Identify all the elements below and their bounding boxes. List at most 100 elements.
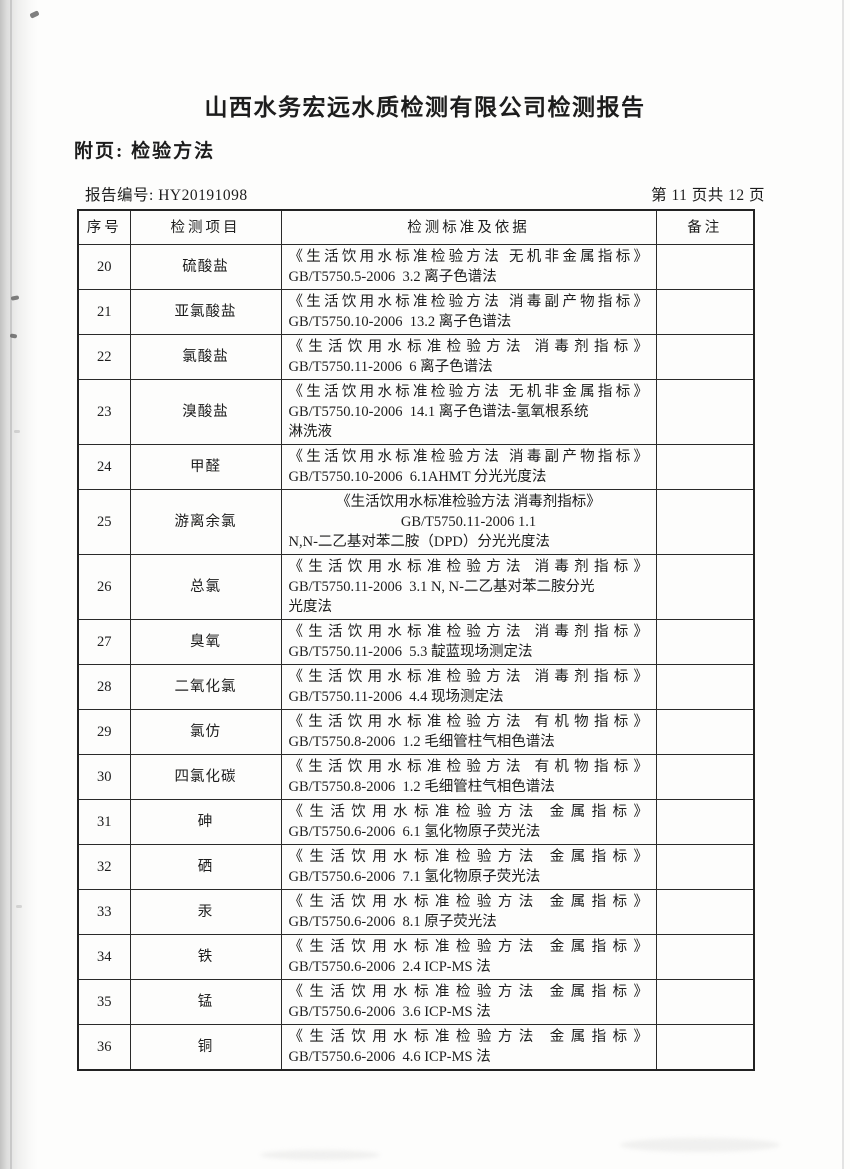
row-remark (655, 489, 755, 555)
row-test-item: 游离余氯 (129, 489, 282, 555)
row-test-standard: 《生活饮用水标准检验方法 消毒剂指标》 GB/T5750.11-2006 4.4 … (280, 664, 657, 710)
row-test-item: 四氯化碳 (129, 754, 282, 800)
standard-method-line: GB/T5750.8-2006 1.2 毛细管柱气相色谱法 (288, 779, 555, 795)
row-test-item: 臭氧 (129, 619, 282, 665)
row-serial-number: 36 (77, 1024, 131, 1071)
standard-method-line: GB/T5750.6-2006 7.1 氢化物原子荧光法 (288, 869, 541, 885)
table-row: 30 四氯化碳 《生活饮用水标准检验方法 有机物指标》 GB/T5750.8-20… (77, 754, 755, 800)
row-test-standard: 《生活饮用水标准检验方法 有机物指标》 GB/T5750.8-2006 1.2 毛… (280, 709, 657, 755)
row-test-item: 甲醛 (129, 444, 282, 490)
table-row: 20 硫酸盐 《生活饮用水标准检验方法 无机非金属指标》 GB/T5750.5-2… (77, 244, 755, 290)
row-serial-number: 28 (77, 664, 131, 710)
row-remark (655, 289, 755, 335)
standard-method-line: 《生活饮用水标准检验方法 消毒副产物指标》 (288, 294, 649, 310)
row-test-item: 总氯 (129, 554, 282, 620)
row-remark (655, 754, 755, 800)
standard-method-line: 《生活饮用水标准检验方法 有机物指标》 (288, 714, 649, 730)
appendix-subtitle: 附页: 检验方法 (74, 141, 216, 162)
page-title: 山西水务宏远水质检测有限公司检测报告 (204, 95, 646, 120)
row-test-standard: 《生活饮用水标准检验方法 消毒剂指标》 GB/T5750.11-2006 5.3 … (280, 619, 657, 665)
standard-method-line: 《生活饮用水标准检验方法 金属指标》 (288, 1029, 649, 1045)
row-test-item: 砷 (129, 799, 282, 845)
row-test-item: 汞 (129, 889, 282, 935)
row-test-item: 氯仿 (129, 709, 282, 755)
standard-method-line: GB/T5750.5-2006 3.2 离子色谱法 (288, 269, 497, 285)
row-serial-number: 27 (77, 619, 131, 665)
standard-method-line: GB/T5750.11-2006 3.1 N, N-二乙基对苯二胺分光 (288, 579, 595, 595)
row-remark (655, 844, 755, 890)
row-remark (655, 1024, 755, 1071)
standard-method-line: GB/T5750.6-2006 2.4 ICP-MS 法 (288, 959, 491, 975)
standard-method-line: N,N-二乙基对苯二胺（DPD）分光光度法 (288, 534, 550, 550)
report-meta-row: 报告编号: HY20191098 第 11 页共 12 页 (85, 183, 765, 205)
row-test-item: 锰 (129, 979, 282, 1025)
row-remark (655, 554, 755, 620)
row-remark (655, 334, 755, 380)
row-test-item: 二氧化氯 (129, 664, 282, 710)
table-row: 34 铁 《生活饮用水标准检验方法 金属指标》 GB/T5750.6-2006 2… (77, 934, 755, 980)
row-test-item: 铁 (129, 934, 282, 980)
scan-artifact (260, 1150, 380, 1160)
row-remark (655, 379, 755, 445)
row-remark (655, 889, 755, 935)
standard-method-line: 光度法 (288, 599, 333, 615)
table-row: 26 总氯 《生活饮用水标准检验方法 消毒剂指标》 GB/T5750.11-200… (77, 554, 755, 620)
row-serial-number: 22 (77, 334, 131, 380)
row-test-item: 溴酸盐 (129, 379, 282, 445)
table-row: 25 游离余氯 《生活饮用水标准检验方法 消毒剂指标》 GB/T5750.11-2… (77, 489, 755, 555)
row-serial-number: 20 (77, 244, 131, 290)
standard-method-line: 《生活饮用水标准检验方法 无机非金属指标》 (288, 384, 649, 400)
standard-method-line: GB/T5750.8-2006 1.2 毛细管柱气相色谱法 (288, 734, 555, 750)
methods-table: 序号 检测项目 检测标准及依据 备注 20 硫酸盐 《生活饮用水标准检验方法 无… (77, 209, 755, 1071)
row-serial-number: 33 (77, 889, 131, 935)
row-serial-number: 35 (77, 979, 131, 1025)
row-test-standard: 《生活饮用水标准检验方法 金属指标》 GB/T5750.6-2006 3.6 IC… (280, 979, 657, 1025)
standard-method-line: 《生活饮用水标准检验方法 金属指标》 (288, 939, 649, 955)
row-test-item: 亚氯酸盐 (129, 289, 282, 335)
page-indicator: 第 11 页共 12 页 (651, 187, 765, 204)
row-serial-number: 25 (77, 489, 131, 555)
header-test-item: 检测项目 (129, 209, 282, 245)
standard-method-line: 《生活饮用水标准检验方法 消毒剂指标》 (288, 669, 649, 685)
standard-method-line: 《生活饮用水标准检验方法 消毒剂指标》 (336, 494, 601, 510)
table-header-row: 序号 检测项目 检测标准及依据 备注 (77, 209, 755, 245)
row-test-standard: 《生活饮用水标准检验方法 消毒副产物指标》 GB/T5750.10-2006 6.… (280, 444, 657, 490)
table-row: 35 锰 《生活饮用水标准检验方法 金属指标》 GB/T5750.6-2006 3… (77, 979, 755, 1025)
standard-method-line: GB/T5750.6-2006 4.6 ICP-MS 法 (288, 1049, 491, 1065)
table-row: 33 汞 《生活饮用水标准检验方法 金属指标》 GB/T5750.6-2006 8… (77, 889, 755, 935)
scan-artifact (9, 333, 18, 339)
scan-left-line (10, 0, 12, 1169)
row-test-standard: 《生活饮用水标准检验方法 金属指标》 GB/T5750.6-2006 2.4 IC… (280, 934, 657, 980)
row-test-item: 氯酸盐 (129, 334, 282, 380)
standard-method-line: GB/T5750.10-2006 6.1AHMT 分光光度法 (288, 469, 547, 485)
standard-method-line: 《生活饮用水标准检验方法 消毒剂指标》 (288, 624, 649, 640)
header-serial-number: 序号 (77, 209, 131, 245)
standard-method-line: 《生活饮用水标准检验方法 消毒副产物指标》 (288, 449, 649, 465)
row-test-item: 硒 (129, 844, 282, 890)
standard-method-line: 《生活饮用水标准检验方法 消毒剂指标》 (288, 559, 649, 575)
row-remark (655, 244, 755, 290)
row-test-standard: 《生活饮用水标准检验方法 无机非金属指标》 GB/T5750.10-2006 14… (280, 379, 657, 445)
scan-artifact (10, 295, 20, 301)
table-row: 21 亚氯酸盐 《生活饮用水标准检验方法 消毒副产物指标》 GB/T5750.10… (77, 289, 755, 335)
row-remark (655, 934, 755, 980)
row-test-standard: 《生活饮用水标准检验方法 金属指标》 GB/T5750.6-2006 7.1 氢化… (280, 844, 657, 890)
header-test-standard: 检测标准及依据 (280, 209, 657, 245)
header-remark: 备注 (655, 209, 755, 245)
table-row: 22 氯酸盐 《生活饮用水标准检验方法 消毒剂指标》 GB/T5750.11-20… (77, 334, 755, 380)
table-row: 24 甲醛 《生活饮用水标准检验方法 消毒副产物指标》 GB/T5750.10-2… (77, 444, 755, 490)
row-test-standard: 《生活饮用水标准检验方法 消毒剂指标》 GB/T5750.11-2006 6 离子… (280, 334, 657, 380)
table-row: 32 硒 《生活饮用水标准检验方法 金属指标》 GB/T5750.6-2006 7… (77, 844, 755, 890)
scan-artifact (16, 905, 22, 908)
standard-method-line: GB/T5750.6-2006 6.1 氢化物原子荧光法 (288, 824, 541, 840)
standard-method-line: 《生活饮用水标准检验方法 金属指标》 (288, 849, 649, 865)
row-serial-number: 26 (77, 554, 131, 620)
row-test-item: 硫酸盐 (129, 244, 282, 290)
standard-method-line: GB/T5750.6-2006 3.6 ICP-MS 法 (288, 1004, 491, 1020)
methods-table-body: 20 硫酸盐 《生活饮用水标准检验方法 无机非金属指标》 GB/T5750.5-2… (77, 244, 755, 1071)
report-number-label: 报告编号: (85, 187, 154, 204)
standard-method-line: GB/T5750.6-2006 8.1 原子荧光法 (288, 914, 497, 930)
table-row: 36 铜 《生活饮用水标准检验方法 金属指标》 GB/T5750.6-2006 4… (77, 1024, 755, 1071)
standard-method-line: 《生活饮用水标准检验方法 金属指标》 (288, 984, 649, 1000)
